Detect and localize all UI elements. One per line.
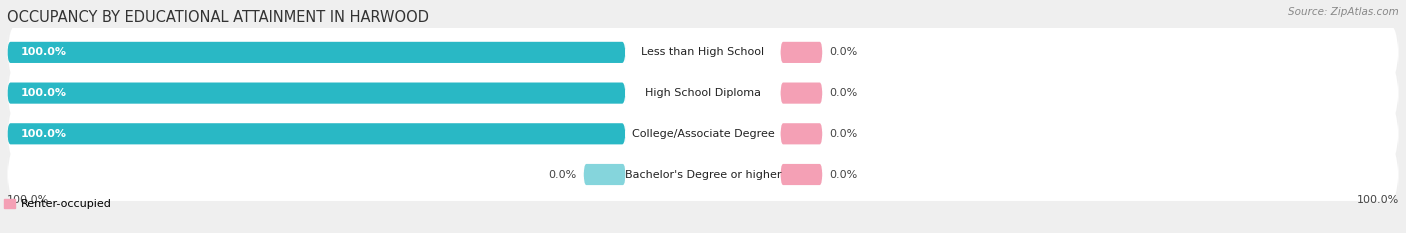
Text: Less than High School: Less than High School	[641, 47, 765, 57]
FancyBboxPatch shape	[7, 148, 1399, 201]
Text: High School Diploma: High School Diploma	[645, 88, 761, 98]
Text: OCCUPANCY BY EDUCATIONAL ATTAINMENT IN HARWOOD: OCCUPANCY BY EDUCATIONAL ATTAINMENT IN H…	[7, 10, 429, 25]
Text: 0.0%: 0.0%	[830, 170, 858, 179]
Text: 0.0%: 0.0%	[830, 88, 858, 98]
Text: 100.0%: 100.0%	[7, 195, 49, 205]
Legend: Owner-occupied, Renter-occupied: Owner-occupied, Renter-occupied	[0, 195, 117, 214]
FancyBboxPatch shape	[780, 42, 823, 63]
Text: College/Associate Degree: College/Associate Degree	[631, 129, 775, 139]
FancyBboxPatch shape	[7, 107, 1399, 160]
FancyBboxPatch shape	[780, 164, 823, 185]
FancyBboxPatch shape	[7, 26, 1399, 79]
FancyBboxPatch shape	[7, 123, 626, 144]
Text: Bachelor's Degree or higher: Bachelor's Degree or higher	[624, 170, 782, 179]
FancyBboxPatch shape	[583, 164, 626, 185]
Text: 100.0%: 100.0%	[21, 47, 67, 57]
Text: 100.0%: 100.0%	[21, 88, 67, 98]
Text: 0.0%: 0.0%	[830, 47, 858, 57]
FancyBboxPatch shape	[7, 82, 626, 104]
Text: 0.0%: 0.0%	[830, 129, 858, 139]
Text: 100.0%: 100.0%	[1357, 195, 1399, 205]
FancyBboxPatch shape	[7, 42, 626, 63]
Text: Source: ZipAtlas.com: Source: ZipAtlas.com	[1288, 7, 1399, 17]
FancyBboxPatch shape	[7, 67, 1399, 120]
FancyBboxPatch shape	[780, 82, 823, 104]
Text: 0.0%: 0.0%	[548, 170, 576, 179]
Text: 100.0%: 100.0%	[21, 129, 67, 139]
FancyBboxPatch shape	[780, 123, 823, 144]
